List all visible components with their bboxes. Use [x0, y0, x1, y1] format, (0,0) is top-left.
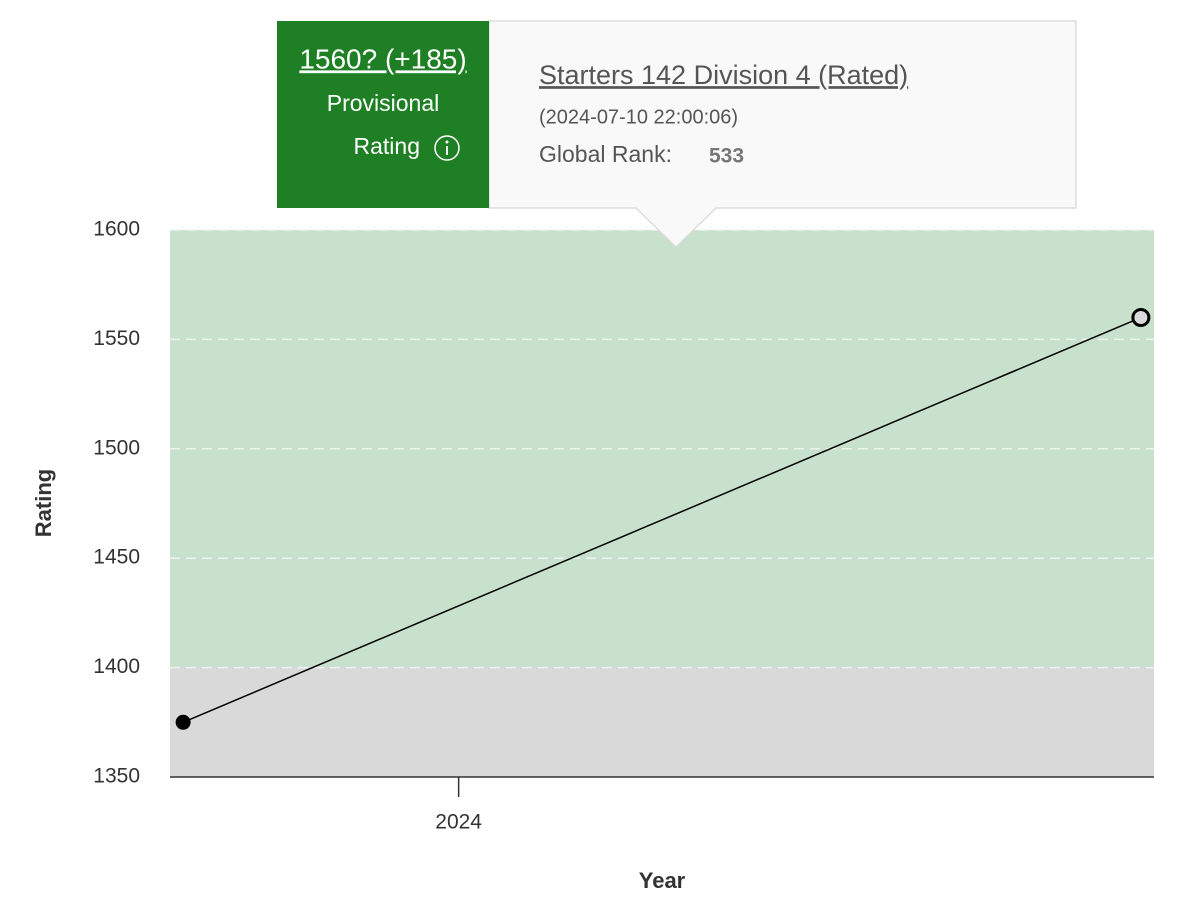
info-icon: [434, 135, 460, 161]
x-axis-title: Year: [639, 868, 686, 893]
y-tick-label: 1550: [93, 327, 140, 350]
tooltip: 1560? (+185) Provisional Rating Starters 14…: [277, 20, 1077, 249]
y-tick-label: 1500: [93, 436, 140, 459]
info-icon-dot: [445, 140, 449, 144]
tooltip-rank: 533: [709, 145, 744, 168]
tooltip-rating-box: [277, 21, 489, 208]
tooltip-box: [488, 20, 1077, 249]
tooltip-status: Rating: [354, 133, 420, 159]
tooltip-time: (2024-07-10 22:00:06): [539, 106, 738, 128]
tooltip-rating: 1560? (+185): [299, 43, 466, 74]
tooltip-contest: Starters 142 Division 4 (Rated): [539, 60, 908, 90]
rating-point: [175, 714, 191, 730]
tooltip-rank-label: Global Rank:: [539, 141, 672, 167]
x-tick-label: 2024: [435, 811, 482, 834]
rating-line: [182, 316, 1142, 723]
y-tick-label: 1600: [93, 218, 140, 241]
y-tick-label: 1350: [93, 765, 140, 788]
rating-band: [170, 667, 1154, 777]
tooltip-status: Provisional: [327, 90, 440, 116]
rating-point: [1131, 308, 1151, 328]
y-tick-label: 1450: [93, 546, 140, 569]
y-tick-label: 1400: [93, 655, 140, 678]
y-axis-title: Rating: [31, 469, 56, 537]
